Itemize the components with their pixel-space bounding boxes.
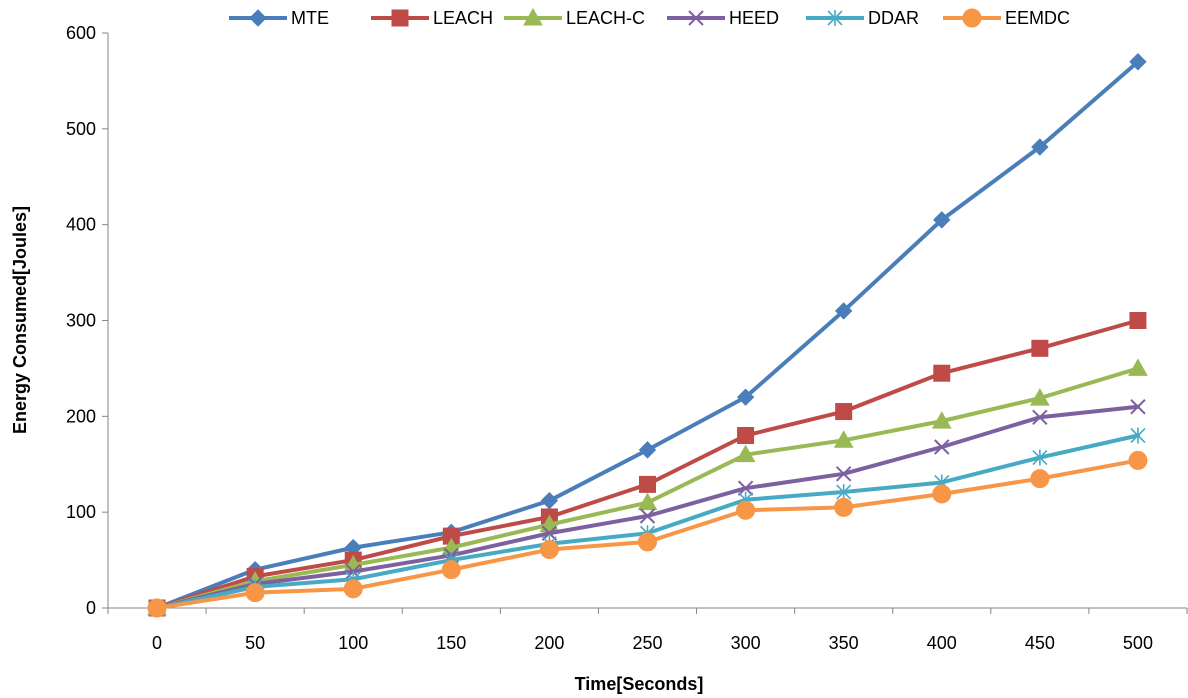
series-group	[147, 53, 1148, 618]
data-point	[735, 444, 756, 463]
legend-label: LEACH	[433, 8, 493, 28]
y-tick-label: 0	[86, 598, 96, 618]
data-point	[933, 364, 951, 382]
series-eemdc	[147, 450, 1148, 618]
y-tick-label: 200	[66, 406, 96, 426]
legend-item: LEACH	[371, 8, 493, 28]
x-tick-label: 150	[436, 633, 466, 653]
y-tick-label: 300	[66, 311, 96, 331]
y-tick-label: 600	[66, 23, 96, 43]
y-tick-label: 500	[66, 119, 96, 139]
legend-item: MTE	[229, 8, 329, 28]
x-tick-label: 100	[338, 633, 368, 653]
data-point	[441, 560, 461, 580]
data-point	[736, 500, 756, 520]
x-tick-label: 250	[632, 633, 662, 653]
data-point	[539, 540, 559, 560]
axes	[102, 32, 1188, 614]
x-tick-label: 0	[152, 633, 162, 653]
data-point	[836, 484, 852, 501]
data-point	[541, 525, 558, 541]
legend-item: HEED	[667, 8, 779, 28]
legend-marker	[688, 10, 704, 26]
x-axis-title: Time[Seconds]	[575, 674, 704, 694]
data-point	[1129, 312, 1147, 329]
x-tick-label: 200	[534, 633, 564, 653]
data-point	[1031, 339, 1049, 357]
data-point	[933, 211, 951, 229]
series-leach	[148, 312, 1147, 617]
x-tick-labels: 0 50 100 150 200 250 300 350 400 450 500	[152, 633, 1153, 653]
x-tick-label: 300	[731, 633, 761, 653]
data-point	[1128, 358, 1148, 376]
data-point	[1129, 53, 1147, 71]
data-point	[1030, 388, 1050, 406]
x-tick-label: 450	[1025, 633, 1055, 653]
series-line	[155, 433, 1140, 610]
data-point	[1128, 450, 1148, 470]
legend-marker	[523, 7, 543, 26]
data-point	[1130, 427, 1146, 444]
data-point	[931, 411, 952, 429]
legend-label: DDAR	[868, 8, 919, 28]
legend-label: LEACH-C	[566, 8, 645, 28]
legend-item: DDAR	[806, 8, 919, 28]
data-point	[934, 439, 950, 455]
data-point	[737, 427, 755, 444]
data-point	[639, 508, 656, 524]
legend-label: EEMDC	[1005, 8, 1070, 28]
data-point	[932, 484, 952, 504]
y-tick-label: 400	[66, 215, 96, 235]
data-point	[737, 480, 754, 496]
data-point	[833, 430, 854, 448]
x-tick-label: 50	[245, 633, 265, 653]
y-axis-title: Energy Consumed[Joules]	[10, 206, 30, 434]
x-tick-label: 500	[1123, 633, 1153, 653]
y-tick-labels: 0 100 200 300 400 500 600	[66, 23, 96, 618]
legend-label: MTE	[291, 8, 329, 28]
data-point	[245, 583, 265, 603]
data-point	[834, 302, 853, 320]
y-tick-label: 100	[66, 502, 96, 522]
data-point	[1031, 138, 1049, 156]
legend-marker	[249, 9, 267, 27]
data-point	[736, 388, 755, 406]
legend-marker	[962, 8, 982, 28]
data-point	[639, 475, 656, 493]
data-point	[638, 532, 657, 552]
legend-item: EEMDC	[943, 8, 1070, 28]
data-point	[835, 403, 853, 421]
x-tick-label: 400	[927, 633, 957, 653]
legend-marker	[827, 10, 843, 26]
data-point	[147, 598, 167, 618]
data-point	[1032, 449, 1048, 466]
data-point	[638, 441, 657, 459]
series-line	[155, 318, 1140, 610]
data-point	[1032, 409, 1048, 425]
data-point	[835, 466, 852, 482]
legend-marker	[391, 9, 409, 27]
data-point	[834, 497, 854, 517]
legend: MTE LEACH LEACH-C HEED DDAR EEMDC	[229, 7, 1070, 28]
data-point	[540, 491, 559, 510]
legend-label: HEED	[729, 8, 779, 28]
data-point	[343, 579, 363, 599]
x-tick-label: 350	[829, 633, 859, 653]
data-point	[1130, 399, 1146, 415]
data-point	[1030, 469, 1050, 489]
legend-item: LEACH-C	[504, 7, 645, 28]
data-point	[637, 492, 658, 511]
